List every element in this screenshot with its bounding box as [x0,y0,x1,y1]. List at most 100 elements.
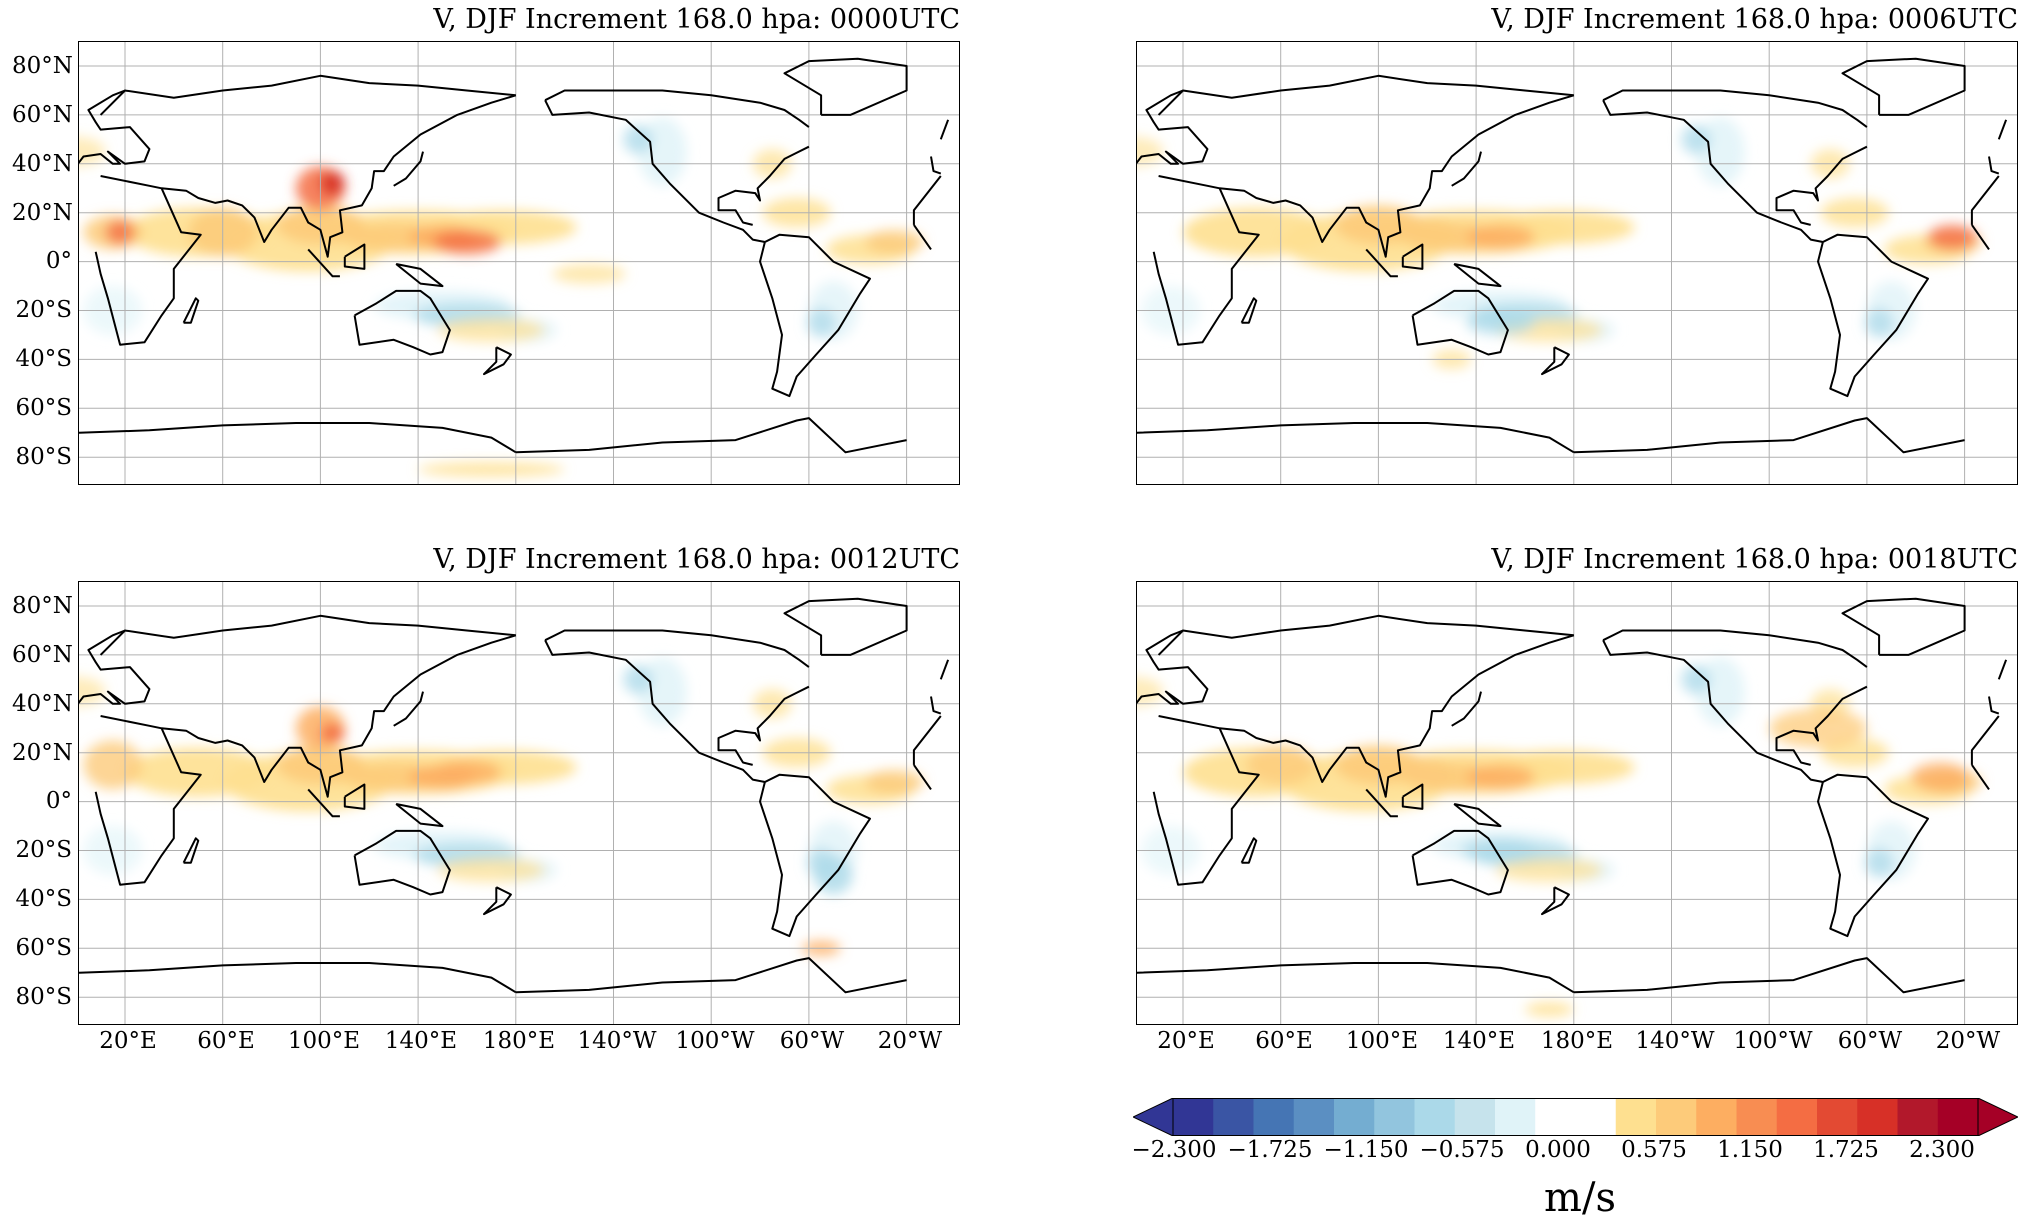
field-patch [1466,764,1535,790]
coastlines [1137,57,2008,454]
colorbar-swatch [1776,1098,1818,1136]
coastline [1602,89,1868,128]
colorbar-swatch [1656,1098,1697,1136]
field-patch [1864,308,1894,338]
panel-title-0000: V, DJF Increment 168.0 hpa: 0000UTC [433,4,960,35]
coastline [544,629,810,668]
coastline [1152,175,2000,346]
coastline [1137,89,2000,175]
field-patch [1910,762,1970,792]
field-patch [1927,224,1977,250]
colorbar-tick-label: 0.575 [1621,1137,1687,1163]
colorbar-swatch [1817,1098,1858,1136]
lon-label: 100°W [675,1028,755,1054]
lat-label: 20°S [15,837,72,863]
coastline [1997,659,2008,680]
lon-label: 140°E [1442,1028,1516,1054]
lon-label: 100°E [287,1028,361,1054]
field-patch [437,857,546,883]
colorbar-tick-label: 2.300 [1909,1137,1975,1163]
coastline [783,597,908,656]
coastline [343,243,366,270]
colorbar-swatch [1535,1098,1576,1136]
panel-title-0018: V, DJF Increment 168.0 hpa: 0018UTC [1491,544,2018,575]
gridlines [1137,42,2017,484]
coastline [1152,715,2000,886]
field-patch [418,462,565,477]
coastline [1240,837,1258,864]
field-patch [1466,224,1535,250]
colorbar [1133,1098,2018,1136]
coastline [182,297,200,324]
coastline [483,346,512,376]
lon-label: 180°E [1540,1028,1614,1054]
lat-label: 40°N [12,151,73,177]
lon-label: 60°W [1837,1028,1903,1054]
map-panel-0006 [1136,41,2018,485]
coastline [161,634,517,798]
coastline [1817,233,1929,398]
lat-label: 0° [45,248,72,274]
lat-label: 20°S [15,297,72,323]
lat-label: 60°N [12,642,73,668]
field-patch [320,171,345,196]
colorbar-swatch [1173,1098,1214,1136]
coastline [353,289,451,356]
lon-label: 60°E [1255,1028,1313,1054]
lon-label: 100°E [1345,1028,1419,1054]
coastlines [79,57,950,454]
colorbar-swatch [1575,1098,1617,1136]
coastline [939,119,950,140]
coastline [395,803,444,828]
lat-label: 20°N [12,200,73,226]
lon-label: 20°W [1935,1028,2001,1054]
lon-label: 100°W [1733,1028,1813,1054]
coastline [307,788,340,818]
coastline [1997,119,2008,140]
coastline [939,659,950,680]
coastline [161,94,517,258]
lat-label: 40°S [15,886,72,912]
field-patch [1681,664,1711,695]
coastline [1365,788,1398,818]
field-patch [1402,757,1452,787]
lat-label: 40°N [12,691,73,717]
field-layer [1137,657,1982,1017]
coastline [395,263,444,288]
map-panel-0012 [78,581,960,1025]
lat-label: 80°N [12,593,73,619]
field-patch [83,740,143,790]
coastline [783,57,908,116]
coastline [1541,886,1570,916]
gridlines [79,582,959,1024]
coastline [1841,57,1966,116]
field-patch [105,220,135,245]
colorbar-swatch [1495,1098,1536,1136]
coastline [343,783,366,810]
coastline [1451,691,1482,727]
colorbar-min-extension [1133,1098,1174,1136]
field-patch [79,676,106,707]
lon-label: 20°E [1157,1028,1215,1054]
coastline [1240,297,1258,324]
field-patch [79,136,106,167]
coastline [759,773,871,938]
coastline [182,837,200,864]
gridlines [1137,582,2017,1024]
field-patch [1681,124,1711,155]
field-layer [79,657,924,956]
field-patch [437,317,546,343]
coastline [393,151,424,187]
coastline [759,233,871,398]
lat-label: 40°S [15,346,72,372]
colorbar-tick-label: −0.575 [1419,1137,1505,1163]
lat-label: 80°N [12,53,73,79]
lon-label: 20°W [877,1028,943,1054]
panel-title-0012: V, DJF Increment 168.0 hpa: 0012UTC [433,544,960,575]
colorbar-swatch [1857,1098,1898,1136]
field-patch [1137,136,1164,167]
coastline [1137,629,2000,715]
lat-label: 80°S [15,984,72,1010]
field-patch [623,664,653,695]
lat-label: 80°S [15,444,72,470]
